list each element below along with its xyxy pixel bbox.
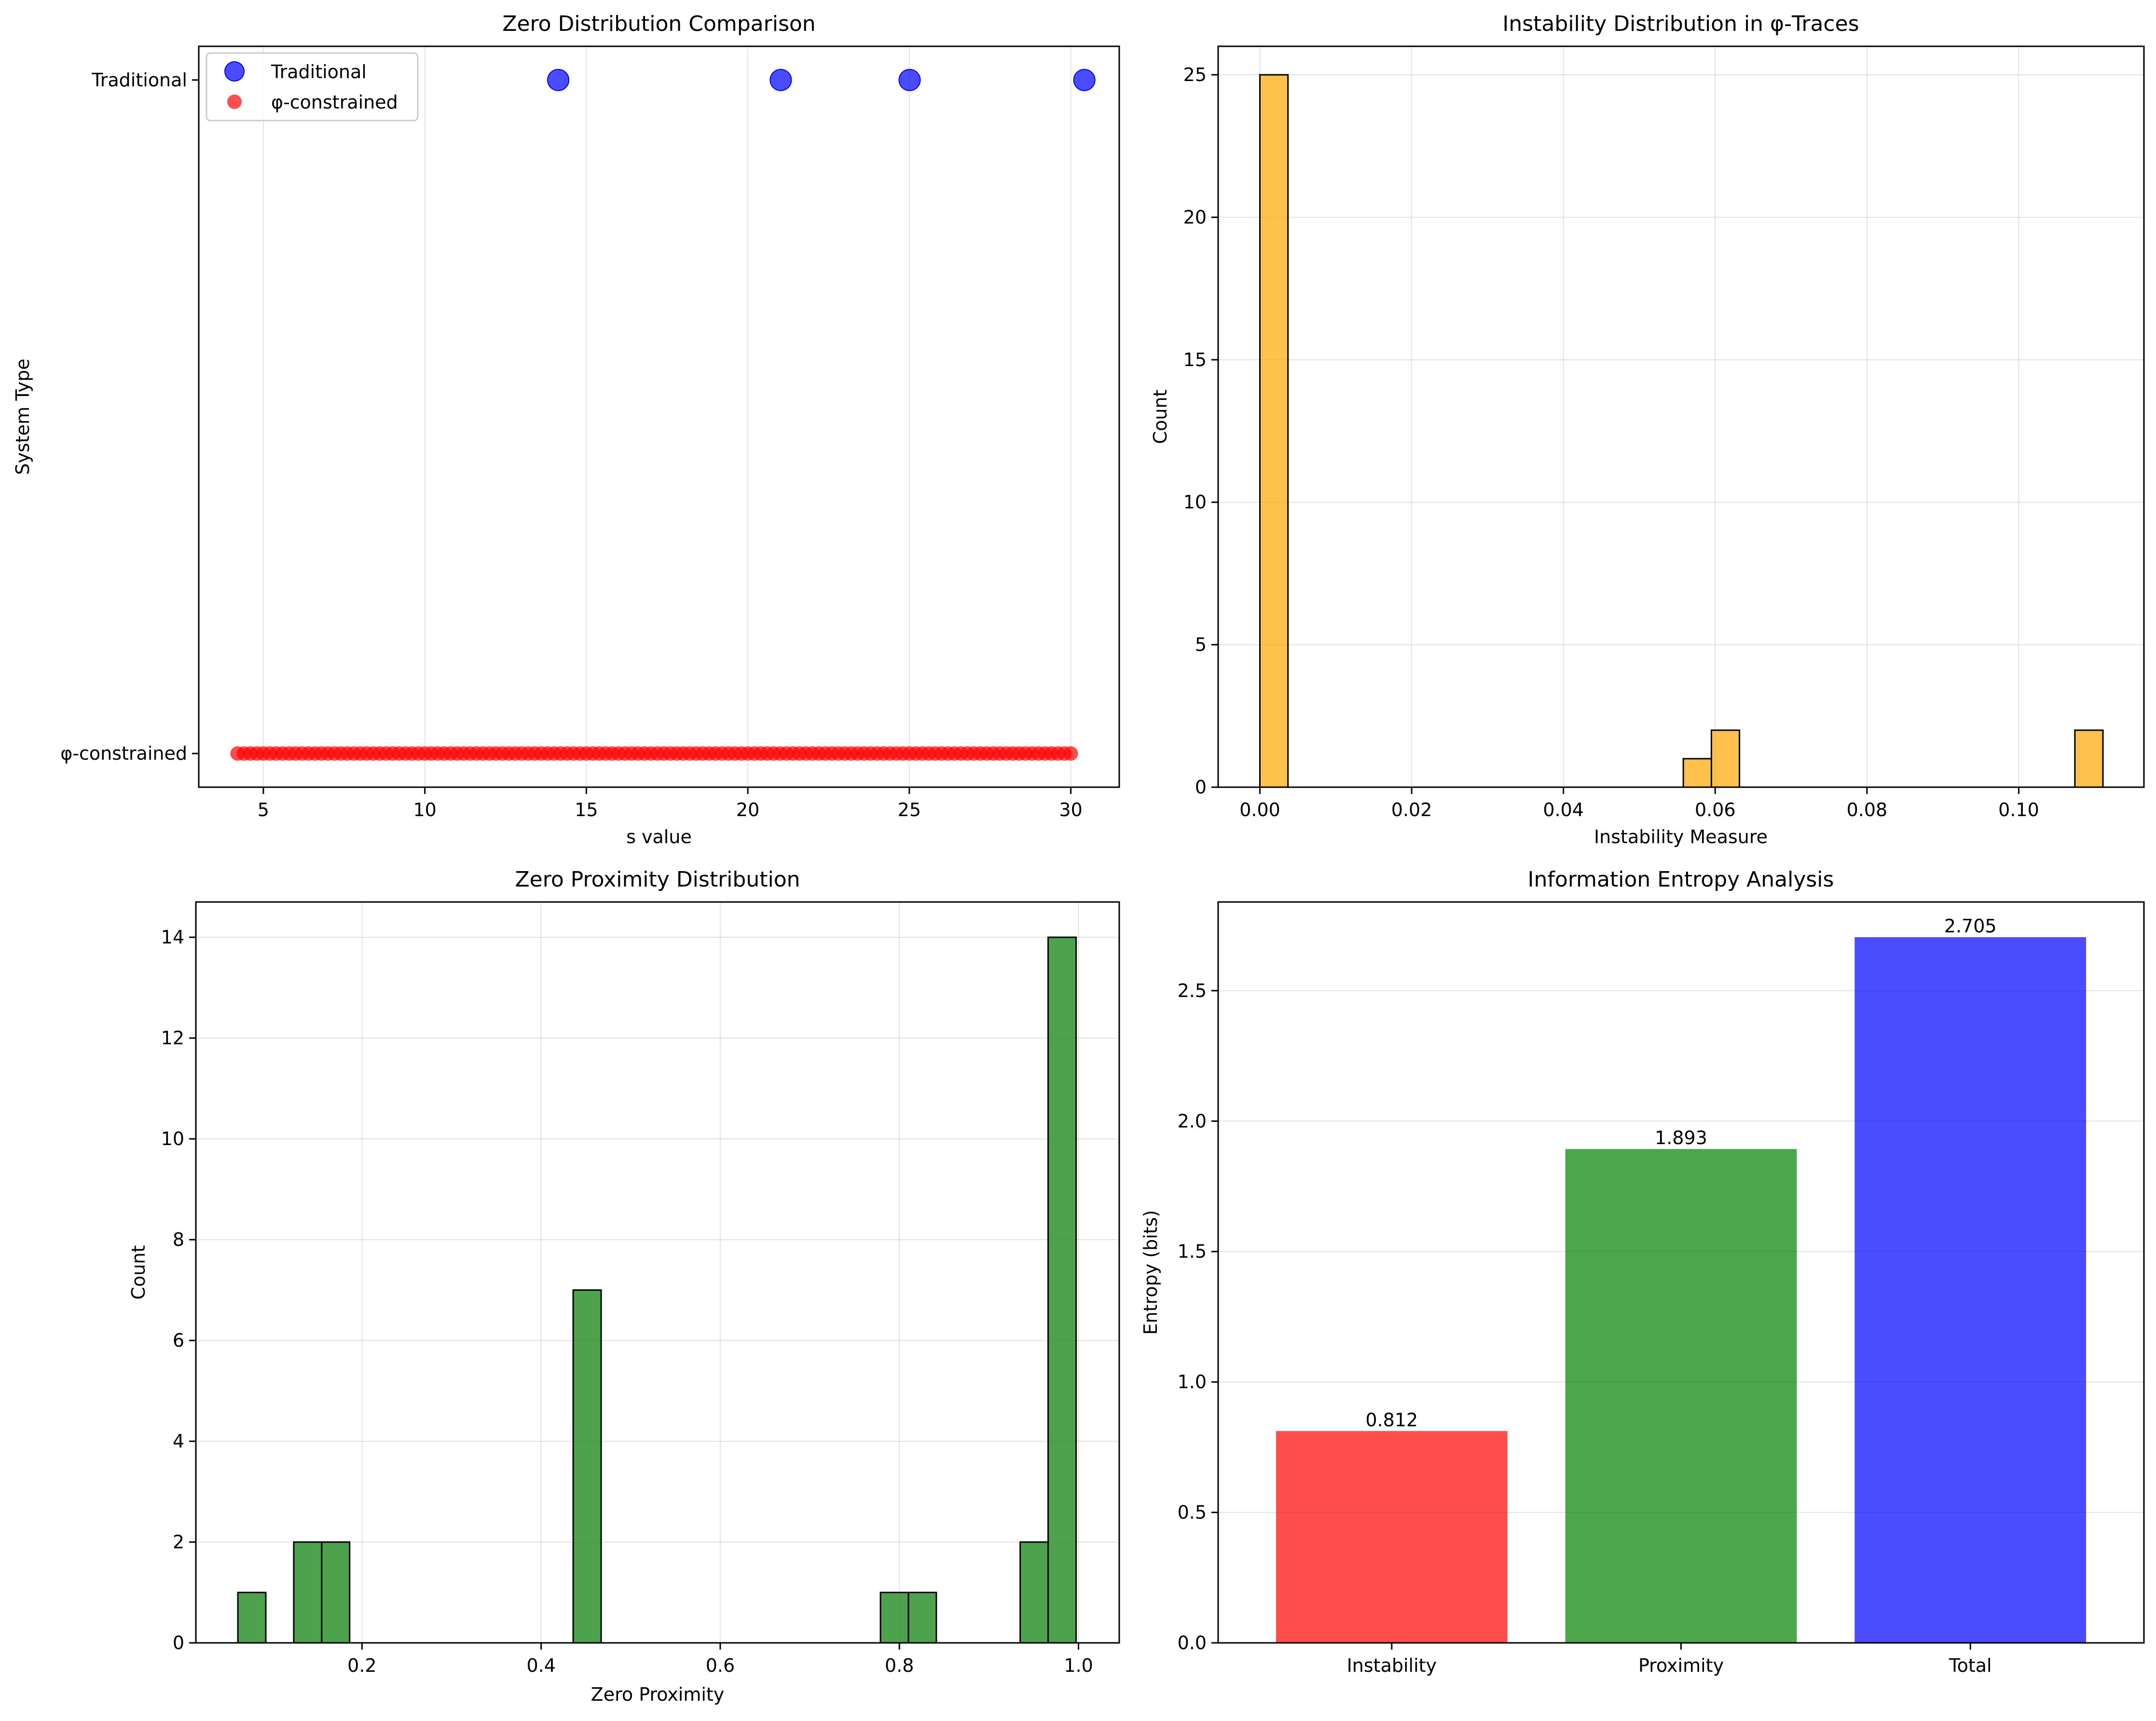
x-tick-label: 0.06 <box>1695 799 1736 820</box>
traditional-point <box>769 68 792 91</box>
proximity-bin-bar <box>1019 1541 1049 1644</box>
legend-marker-phi-constrained <box>227 95 242 109</box>
proximity-bin-bar <box>293 1541 323 1644</box>
y-tick-label: 0.5 <box>1178 1502 1207 1523</box>
y-tick-label: 25 <box>1183 64 1207 85</box>
x-axis-label: Zero Proximity <box>591 1684 725 1705</box>
y-axis-label: Count <box>1150 390 1171 444</box>
x-tick-label: Total <box>1949 1655 1992 1676</box>
legend: Traditional φ-constrained <box>206 52 419 122</box>
instability-bin-bar <box>1682 758 1712 788</box>
chart-title: Instability Distribution in φ-Traces <box>1502 12 1859 36</box>
instability-histogram-panel: 0.00 0.02 0.04 0.06 0.08 0.10 0 5 10 15 20 25 Inst… <box>1150 12 2145 847</box>
y-tick-label: Traditional <box>91 69 187 91</box>
y-tick-label: 2.0 <box>1178 1110 1207 1132</box>
proximity-bin-bar <box>237 1592 267 1644</box>
y-tick-label: 0 <box>1195 777 1207 798</box>
y-tick-label: 12 <box>161 1027 184 1049</box>
x-tick-label: 0.02 <box>1391 799 1432 820</box>
x-tick-label: 0.08 <box>1847 799 1888 820</box>
proximity-bin-bar <box>907 1592 937 1644</box>
legend-label-phi-constrained: φ-constrained <box>271 92 398 113</box>
entropy-bar-panel: 0.812 1.893 2.705 Instability Proximity Tota… <box>1140 867 2145 1676</box>
y-tick-label: 15 <box>1183 349 1207 370</box>
instability-bin-bar <box>1259 74 1289 788</box>
x-tick-label: 0.2 <box>347 1655 376 1676</box>
plot-frame <box>1217 45 2145 788</box>
bar-value-label: 0.812 <box>1365 1409 1418 1431</box>
chart-title: Zero Distribution Comparison <box>502 12 815 36</box>
x-tick-label: Instability <box>1347 1655 1437 1676</box>
x-tick-label: 10 <box>413 799 436 820</box>
proximity-bin-bar <box>879 1592 909 1644</box>
y-tick-label: 5 <box>1195 634 1207 656</box>
y-tick-label: 1.5 <box>1178 1241 1207 1262</box>
y-tick-label: 4 <box>173 1431 184 1452</box>
entropy-bar-proximity <box>1565 1149 1797 1643</box>
traditional-point <box>547 68 570 91</box>
y-tick-label: φ-constrained <box>60 743 187 764</box>
y-axis-label: Entropy (bits) <box>1140 1210 1161 1335</box>
x-tick-label: 1.0 <box>1064 1655 1093 1676</box>
x-axis-label: Instability Measure <box>1594 826 1768 847</box>
x-tick-label: 30 <box>1059 799 1082 820</box>
bar-value-label: 2.705 <box>1944 915 1997 937</box>
traditional-point <box>1073 68 1096 91</box>
x-tick-label: 0.8 <box>885 1655 914 1676</box>
y-tick-label: 0.0 <box>1178 1632 1207 1653</box>
instability-bin-bar <box>1710 729 1741 788</box>
chart-title: Information Entropy Analysis <box>1528 867 1834 892</box>
proximity-histogram-panel: 0.2 0.4 0.6 0.8 1.0 0 2 4 6 8 10 12 14 Zero Proximi… <box>128 867 1120 1705</box>
proximity-bin-bar <box>572 1289 602 1644</box>
x-tick-label: 0.4 <box>526 1655 555 1676</box>
bar-value-label: 1.893 <box>1655 1127 1707 1148</box>
entropy-bar-total <box>1854 937 2087 1643</box>
phi-constrained-point <box>1063 746 1078 761</box>
y-tick-label: 8 <box>173 1229 184 1250</box>
y-tick-label: 10 <box>161 1128 184 1149</box>
y-axis-label: System Type <box>12 358 33 475</box>
legend-marker-traditional <box>224 61 245 82</box>
instability-bin-bar <box>2074 729 2104 788</box>
y-tick-label: 6 <box>173 1330 184 1351</box>
x-tick-label: Proximity <box>1638 1655 1724 1676</box>
x-tick-label: 0.10 <box>1998 799 2039 820</box>
chart-title: Zero Proximity Distribution <box>515 867 800 892</box>
plot-frame <box>198 45 1120 788</box>
zero-distribution-panel: 5 10 15 20 25 30 φ-constrained Traditional Zer… <box>12 12 1120 847</box>
y-tick-label: 10 <box>1183 492 1207 513</box>
x-tick-label: 25 <box>898 799 921 820</box>
x-tick-label: 0.04 <box>1543 799 1584 820</box>
legend-box <box>206 52 419 122</box>
y-axis-label: Count <box>128 1245 149 1300</box>
x-axis-label: s value <box>626 826 692 847</box>
x-tick-label: 15 <box>575 799 598 820</box>
proximity-bin-bar <box>321 1541 351 1644</box>
x-tick-label: 20 <box>736 799 759 820</box>
legend-label-traditional: Traditional <box>271 61 367 82</box>
x-tick-label: 0.00 <box>1239 799 1280 820</box>
x-tick-label: 5 <box>258 799 269 820</box>
plot-frame <box>195 901 1120 1644</box>
y-tick-label: 0 <box>173 1632 184 1653</box>
x-tick-label: 0.6 <box>706 1655 735 1676</box>
y-tick-label: 14 <box>161 927 184 948</box>
proximity-bin-bar <box>1047 936 1077 1644</box>
y-tick-label: 1.0 <box>1178 1371 1207 1393</box>
y-tick-label: 2.5 <box>1178 980 1207 1001</box>
entropy-bar-instability <box>1276 1431 1508 1643</box>
traditional-point <box>898 68 921 91</box>
y-tick-label: 2 <box>173 1531 184 1553</box>
y-tick-label: 20 <box>1183 206 1207 228</box>
